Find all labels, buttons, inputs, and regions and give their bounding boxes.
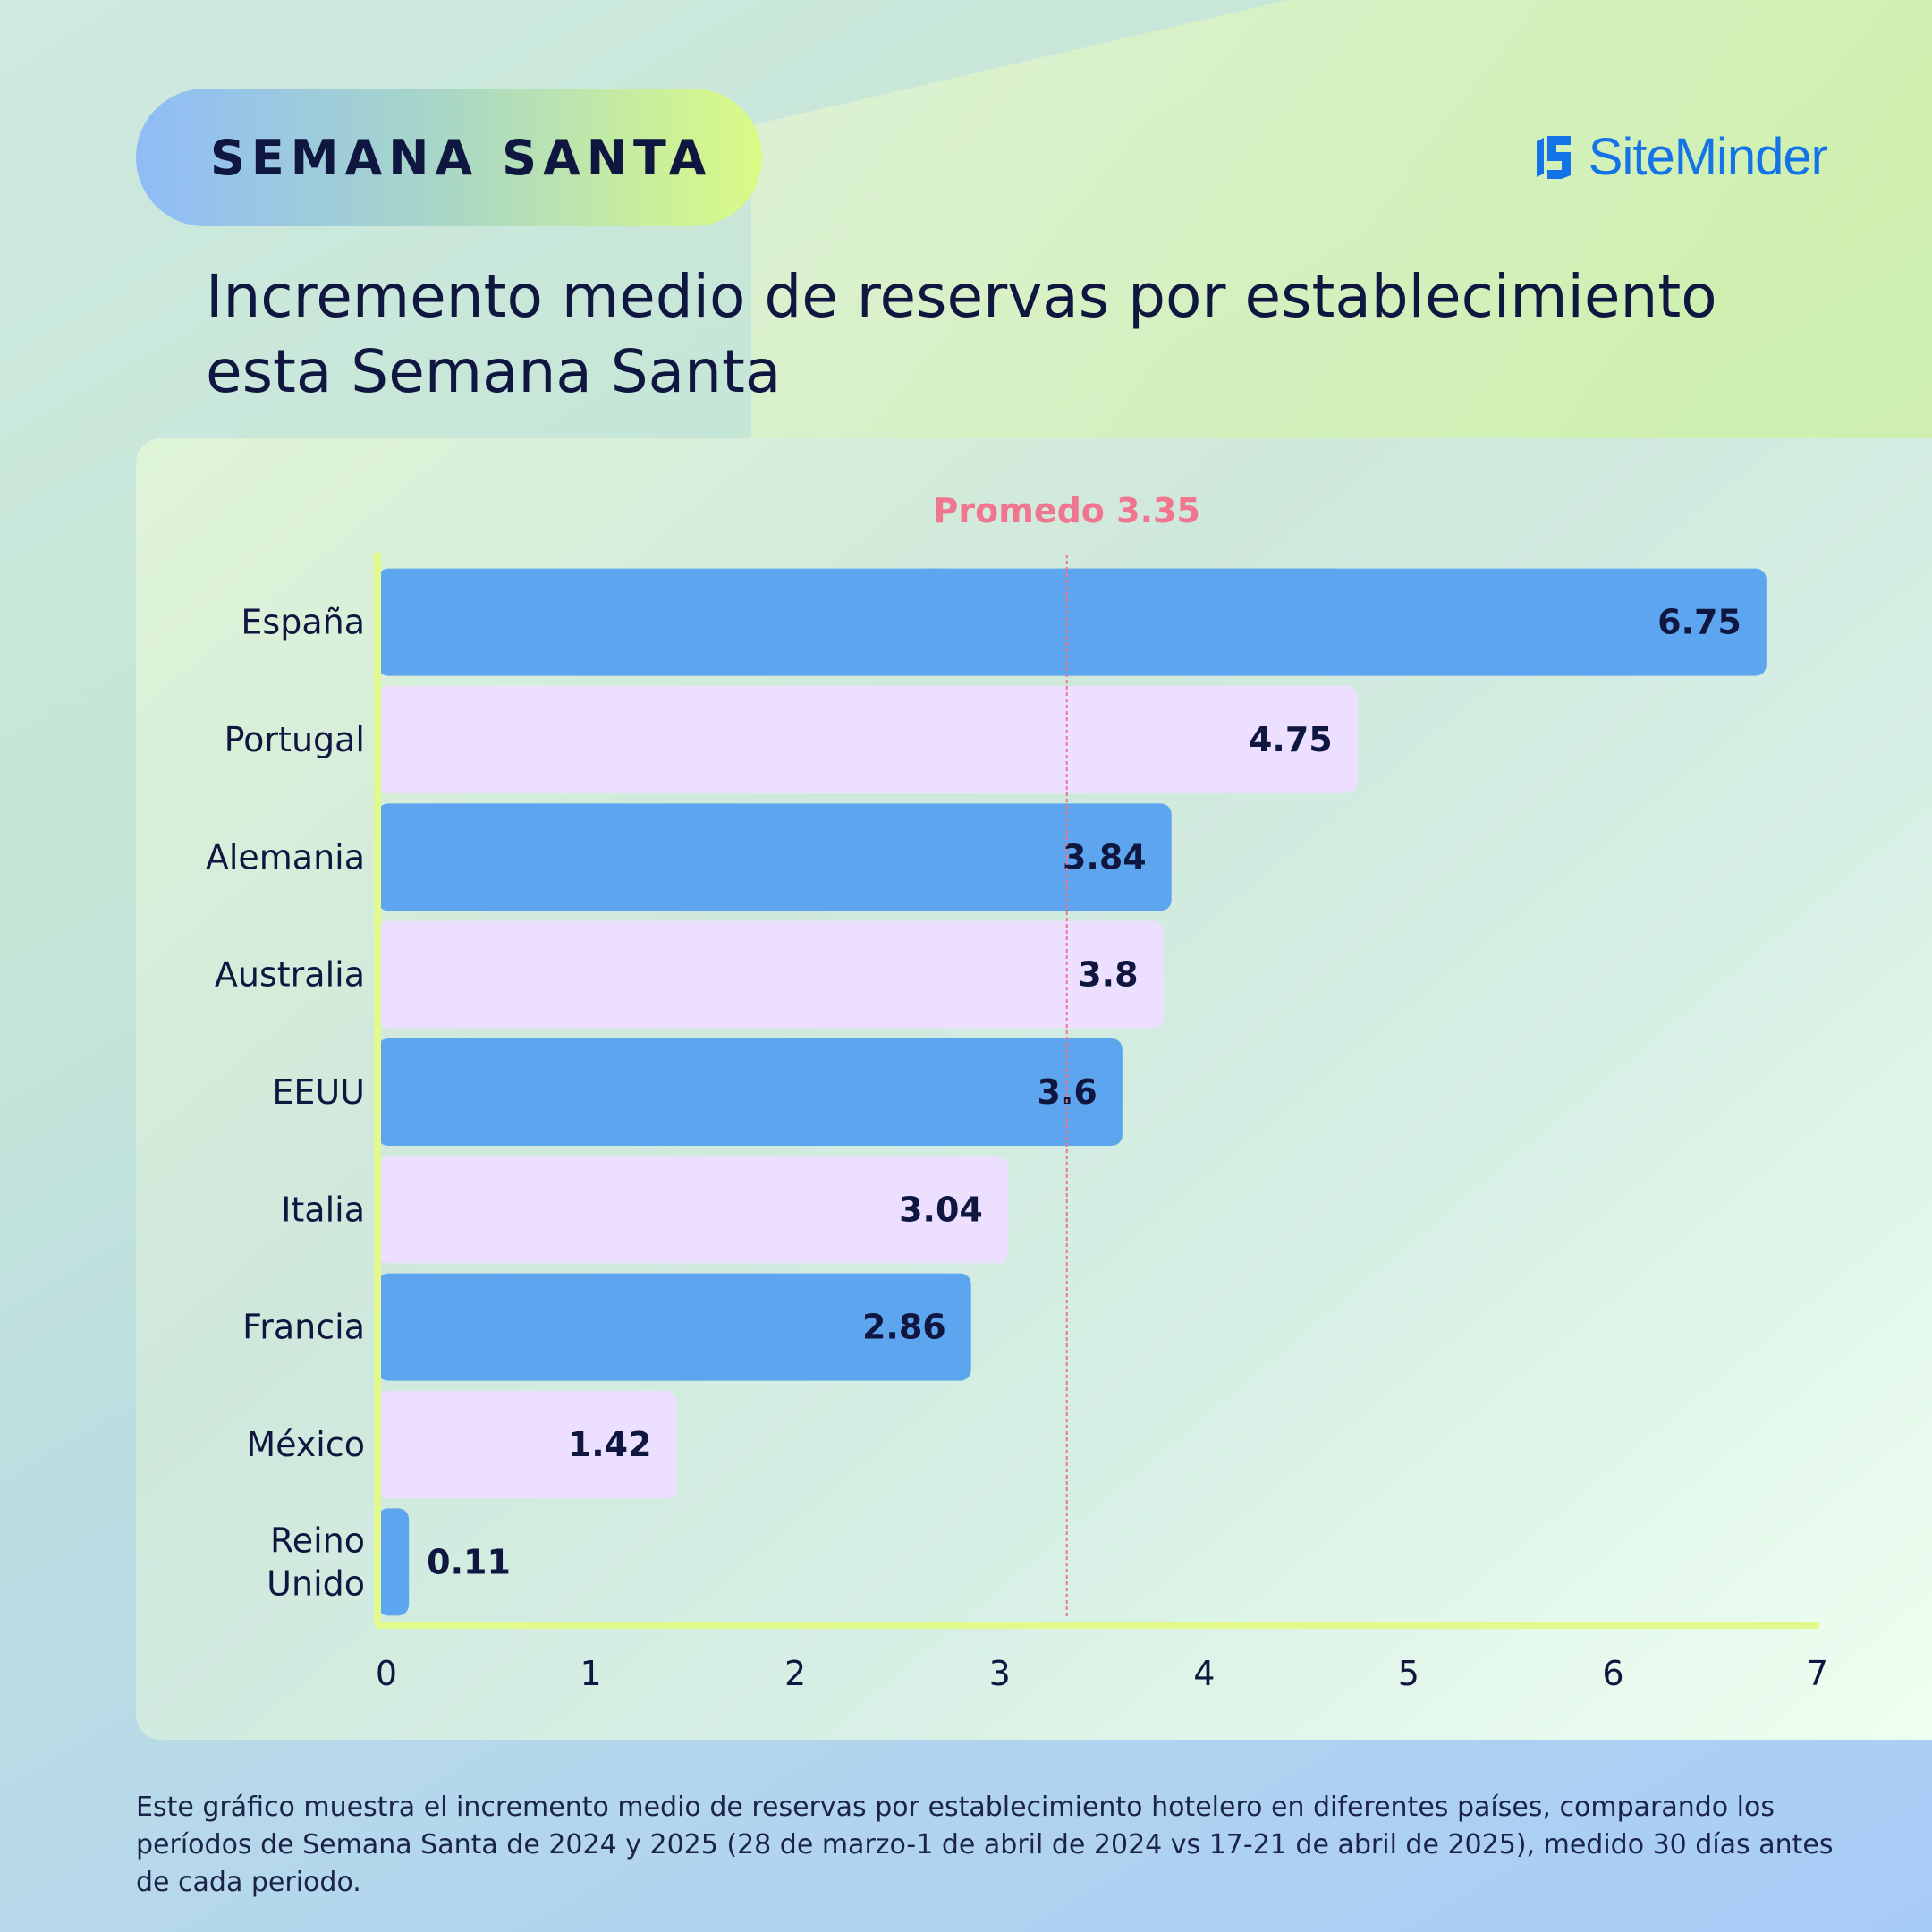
category-label-2: Portugal [225, 720, 365, 759]
bar-7 [377, 1273, 971, 1381]
bar-5 [377, 1038, 1123, 1146]
brand-logo: SiteMinder [1535, 125, 1828, 188]
x-tick-label-7: 6 [1602, 1654, 1623, 1693]
value-label-6: 3.04 [899, 1190, 983, 1229]
value-label-1: 6.75 [1657, 603, 1741, 642]
value-label-8: 1.42 [568, 1425, 652, 1464]
category-label-3: Alemania [206, 837, 365, 877]
bar-6 [377, 1156, 1008, 1264]
category-label-5: EEUU [272, 1072, 365, 1112]
value-label-2: 4.75 [1249, 720, 1333, 759]
x-tick-label-3: 2 [784, 1654, 806, 1693]
x-tick-label-2: 1 [580, 1654, 601, 1693]
x-tick-label-1: 0 [376, 1654, 397, 1693]
footnote: Este gráfico muestra el incremento medio… [136, 1792, 1834, 1898]
x-tick-label-5: 4 [1193, 1654, 1215, 1693]
category-label-4: Australia [215, 955, 365, 995]
value-label-9: 0.11 [427, 1542, 511, 1581]
badge-label: SEMANA SANTA [210, 129, 713, 186]
category-label-6: Italia [281, 1190, 365, 1229]
category-label-8: México [246, 1425, 365, 1464]
chart-title: Incremento medio de reservas por estable… [206, 262, 1717, 406]
x-tick-label-8: 7 [1807, 1654, 1828, 1693]
x-tick-label-4: 3 [989, 1654, 1011, 1693]
category-label-9: Reino Unido [267, 1521, 365, 1603]
value-label-7: 2.86 [862, 1308, 946, 1347]
category-label-1: España [241, 603, 365, 642]
bar-9 [377, 1508, 410, 1616]
siteminder-logo-icon [1536, 136, 1571, 179]
value-label-3: 3.84 [1063, 837, 1147, 877]
x-tick-label-6: 5 [1398, 1654, 1419, 1693]
bar-2 [377, 686, 1358, 793]
average-reference-label: Promedo 3.35 [934, 491, 1200, 530]
bar-chart: 6.75 España 4.75 Portugal 3.84 Alemania 3.8 Aus… [206, 491, 1828, 1693]
section-badge: SEMANA SANTA [136, 89, 762, 226]
brand-name: SiteMinder [1588, 127, 1828, 186]
bar-4 [377, 920, 1164, 1029]
value-label-5: 3.6 [1038, 1072, 1097, 1112]
chart-panel: 6.75 España 4.75 Portugal 3.84 Alemania 3.8 Aus… [136, 438, 1932, 1740]
value-label-4: 3.8 [1078, 955, 1138, 995]
bar-8 [377, 1391, 677, 1498]
bar-1 [377, 568, 1767, 676]
bar-3 [377, 803, 1172, 911]
category-label-7: Francia [242, 1308, 365, 1347]
